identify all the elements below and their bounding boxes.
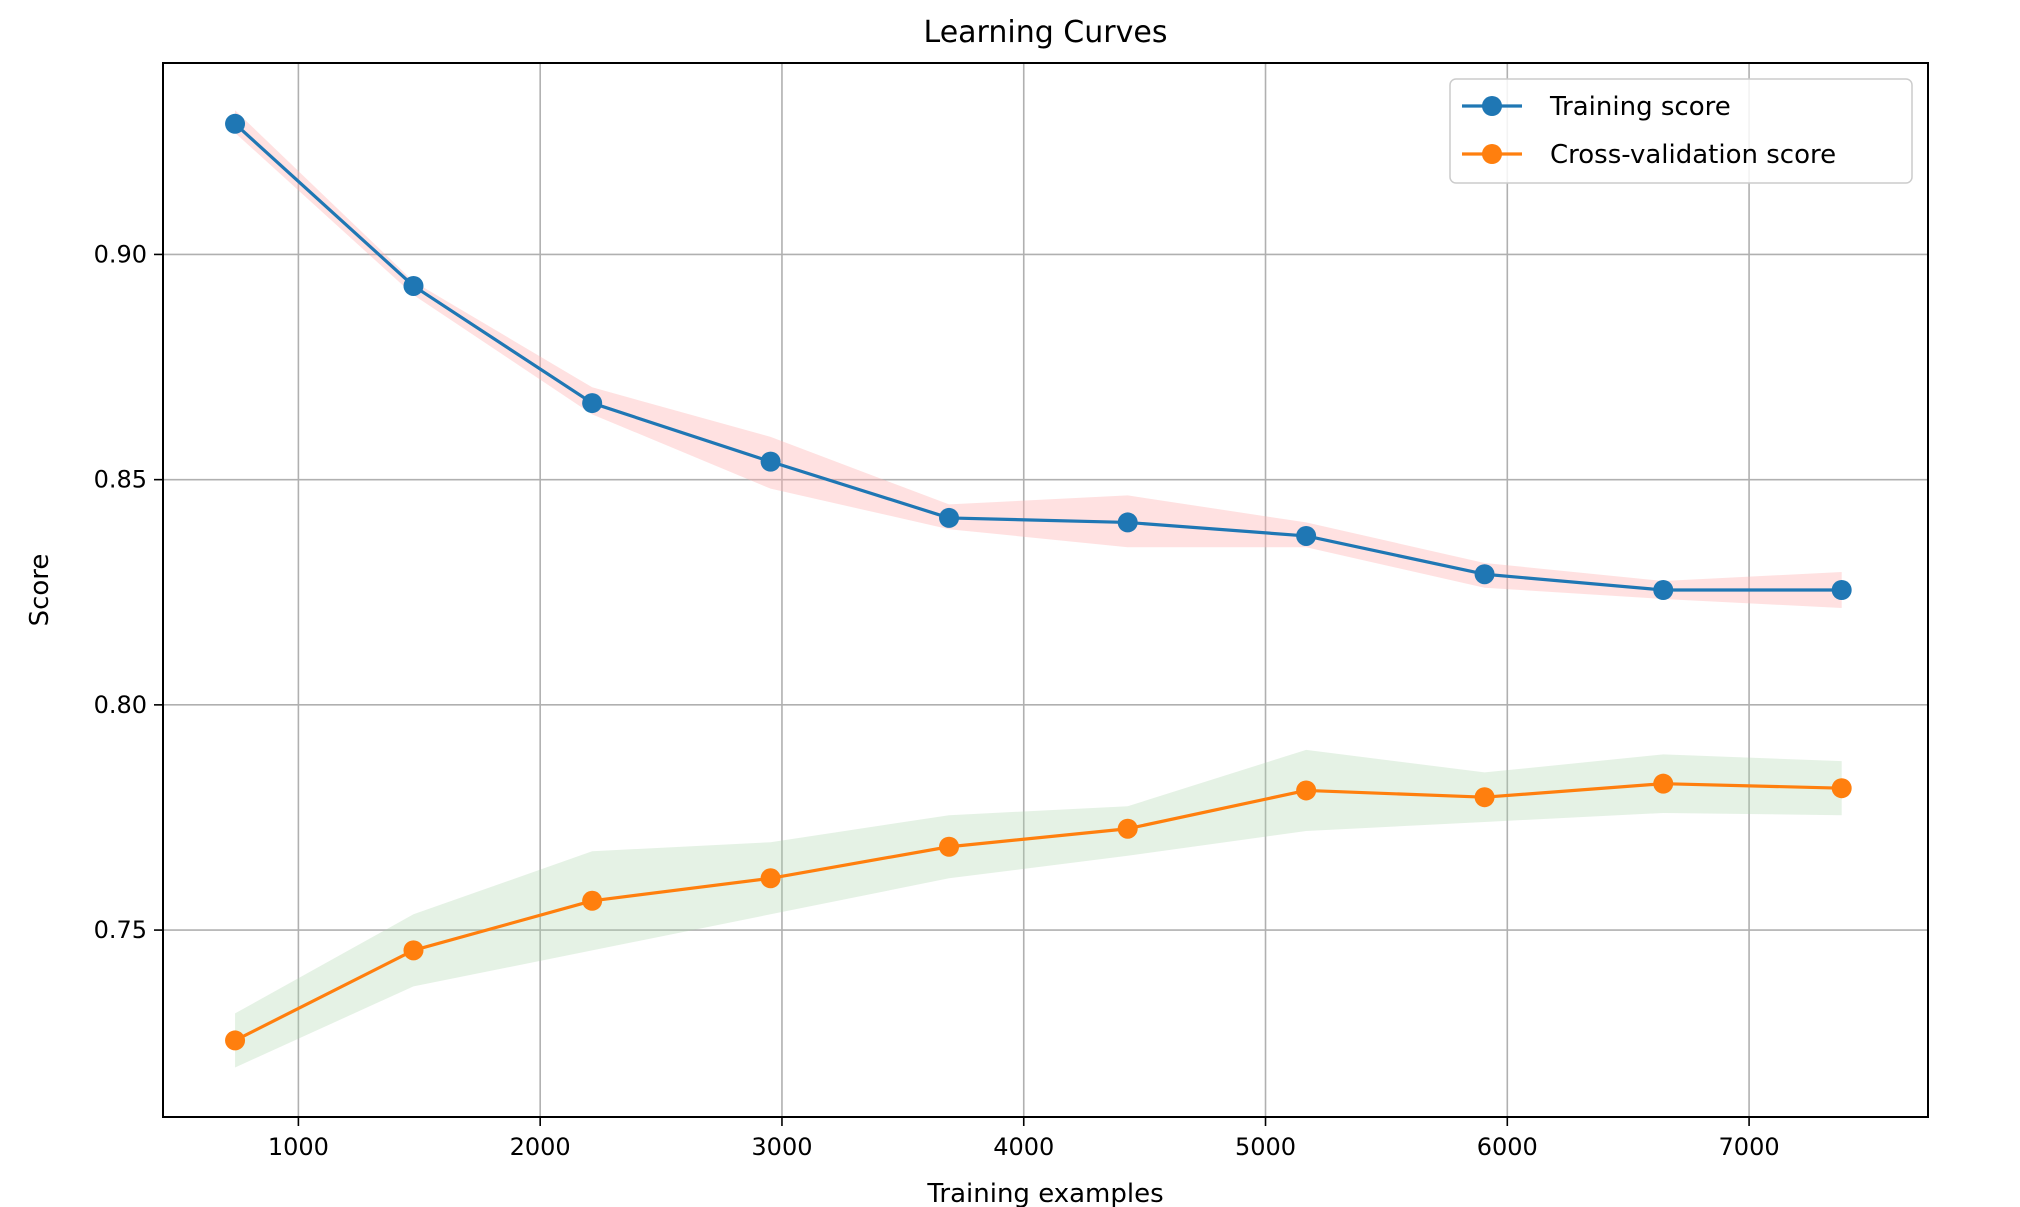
series-group [225, 773, 1852, 1051]
legend-marker [1482, 96, 1502, 116]
x-tick-label: 7000 [1719, 1133, 1780, 1161]
confidence-band [235, 749, 1842, 1068]
x-tick-label: 4000 [993, 1133, 1054, 1161]
series-group [225, 113, 1852, 600]
data-point [403, 940, 424, 961]
data-point [1474, 564, 1495, 585]
legend-label: Training score [1549, 92, 1731, 122]
data-point [1474, 787, 1495, 808]
data-point [582, 890, 603, 911]
x-axis-label: Training examples [926, 1179, 1163, 1207]
data-point [1296, 525, 1317, 546]
data-point [1653, 773, 1674, 794]
grid-layer [163, 63, 1928, 1117]
y-tick-label: 0.80 [94, 691, 147, 719]
data-point [225, 113, 246, 134]
y-tick-label: 0.75 [94, 916, 147, 944]
data-point [760, 451, 781, 472]
plot-frame [162, 62, 1929, 1118]
data-point [939, 836, 960, 857]
y-axis-label: Score [25, 554, 55, 627]
data-point [1296, 780, 1317, 801]
x-tick-label: 5000 [1235, 1133, 1296, 1161]
data-point [1117, 818, 1138, 839]
x-tick-label: 3000 [751, 1133, 812, 1161]
data-point [760, 868, 781, 889]
x-tick-label: 2000 [510, 1133, 571, 1161]
chart-title: Learning Curves [924, 15, 1168, 50]
data-point [225, 1030, 246, 1051]
data-point [582, 393, 603, 414]
legend-box [1449, 78, 1913, 184]
data-point [1117, 512, 1138, 533]
confidence-bands [235, 110, 1842, 1068]
y-tick-label: 0.85 [94, 466, 147, 494]
data-point [1831, 778, 1852, 799]
data-point [1831, 580, 1852, 600]
series-line [233, 122, 1842, 592]
series-layer [225, 113, 1852, 1051]
y-tick-label: 0.90 [94, 240, 147, 268]
x-tick-label: 1000 [268, 1133, 329, 1161]
data-point [403, 275, 424, 296]
data-point [1653, 580, 1674, 600]
legend-marker [1482, 144, 1502, 164]
data-point [939, 507, 960, 528]
legend: Training score Cross-validation score [1449, 78, 1913, 184]
legend-label: Cross-validation score [1550, 140, 1836, 170]
x-tick-label: 6000 [1477, 1133, 1538, 1161]
confidence-band [235, 110, 1842, 609]
series-line [234, 782, 1842, 1042]
axis-ticks: 1000 2000 3000 4000 5000 6000 7000 0.75 0.80 0.85… [94, 240, 1780, 1161]
